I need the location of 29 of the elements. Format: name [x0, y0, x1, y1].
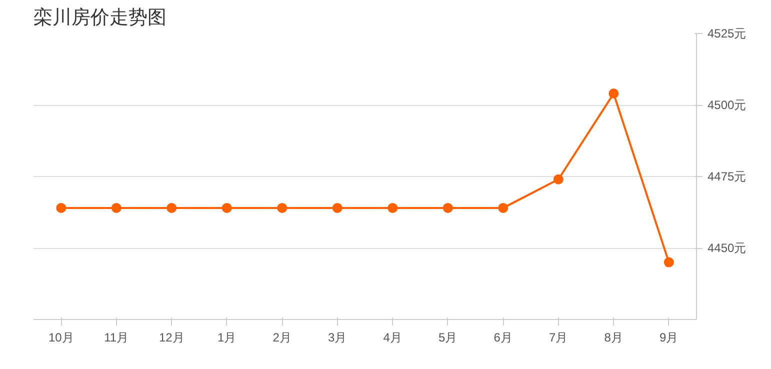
- x-tick-label: 11月: [104, 330, 129, 344]
- x-tick-label: 12月: [158, 330, 184, 344]
- point: [166, 202, 177, 213]
- point: [442, 202, 453, 213]
- point: [111, 202, 122, 213]
- point: [608, 88, 619, 99]
- y-tick-label: 4450元: [708, 241, 746, 255]
- x-tick-label: 7月: [549, 330, 568, 344]
- point: [388, 202, 398, 213]
- x-tick-label: 9月: [660, 330, 678, 344]
- point: [553, 174, 564, 184]
- x-tick-label: 3月: [328, 330, 347, 344]
- x-tick-label: 10月: [48, 330, 74, 344]
- x-tick-label: 1月: [218, 330, 236, 344]
- point: [498, 202, 508, 213]
- y-tick-label: 4500元: [708, 98, 746, 112]
- point: [222, 202, 232, 213]
- y-tick-label: 4475元: [708, 170, 746, 184]
- point: [56, 202, 66, 213]
- x-tick-label: 5月: [438, 330, 458, 344]
- point: [664, 257, 674, 268]
- point: [277, 202, 288, 213]
- y-tick-label: 4525元: [708, 26, 746, 40]
- x-tick-label: 6月: [494, 330, 512, 344]
- x-tick-label: 2月: [272, 330, 292, 344]
- point: [332, 202, 342, 213]
- x-tick-label: 8月: [604, 330, 623, 344]
- chart-title: 栾川房价走势图: [34, 6, 166, 28]
- x-tick-label: 4月: [383, 330, 402, 344]
